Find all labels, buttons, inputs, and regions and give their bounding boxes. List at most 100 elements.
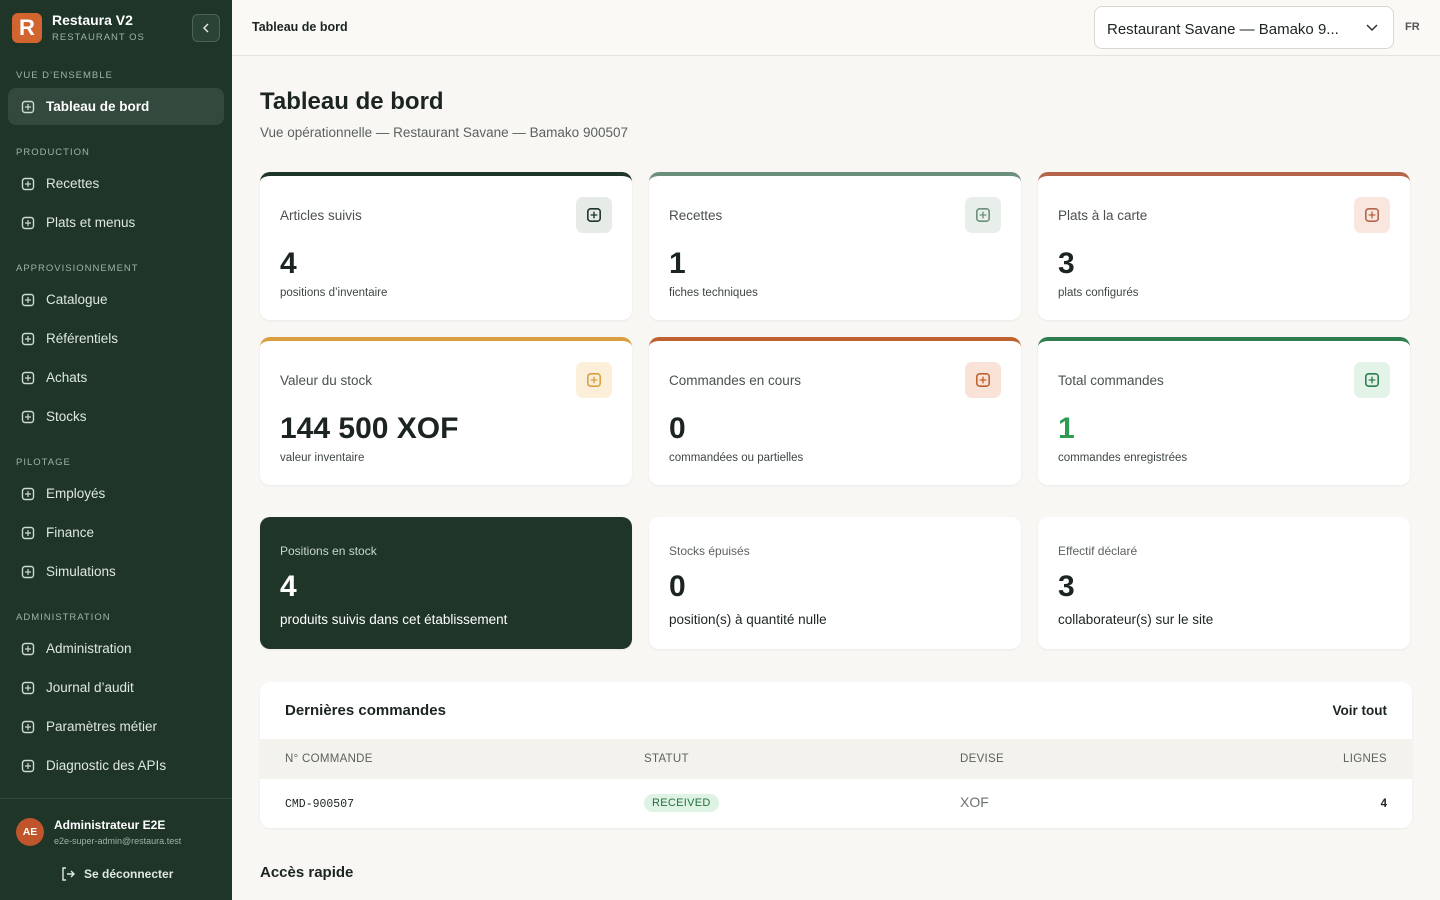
- kpi-label: Valeur du stock: [280, 373, 372, 388]
- kpi-caption: commandées ou partielles: [669, 452, 803, 464]
- kpi-label-text: Articles suivis: [280, 208, 362, 223]
- nav-item[interactable]: Simulations: [8, 553, 224, 590]
- column-header-text: N° COMMANDE: [285, 753, 373, 765]
- nav-item[interactable]: Plats et menus: [8, 204, 224, 241]
- page-title: Tableau de bord: [260, 88, 444, 115]
- kpi-card: Total commandes 1 commandes enregistrées: [1038, 337, 1410, 485]
- column-header: N° COMMANDE: [285, 753, 373, 765]
- kpi-icon: [965, 197, 1001, 233]
- kpi-value: 0: [669, 412, 686, 446]
- dropdown-icon: [1366, 24, 1378, 32]
- brand: R Restaura V2 RESTAURANT OS: [12, 12, 145, 43]
- kpi-label-text: Recettes: [669, 208, 723, 223]
- section-title: PILOTAGE: [8, 451, 224, 475]
- nav-item-text: Administration: [46, 641, 132, 656]
- nav-item[interactable]: Recettes: [8, 165, 224, 202]
- kpi-value-text: 0: [669, 412, 686, 445]
- icon: [587, 208, 601, 222]
- icon: [21, 293, 35, 306]
- kpi-icon: [1354, 197, 1390, 233]
- summary-caption: position(s) à quantité nulle: [669, 612, 827, 627]
- kpi-value-text: 1: [1058, 412, 1075, 445]
- nav-item[interactable]: Paramètres métier: [8, 708, 224, 745]
- nav-item-text: Finance: [46, 525, 95, 540]
- section-title-text: APPROVISIONNEMENT: [16, 263, 139, 274]
- orders-table: Dernières commandes Voir tout N° COMMAND…: [260, 682, 1412, 828]
- brand-name: Restaura V2 RESTAURANT OS: [52, 12, 145, 43]
- see-all-link[interactable]: Voir tout: [1332, 703, 1388, 718]
- summary-caption-text: position(s) à quantité nulle: [669, 612, 827, 627]
- nav-item[interactable]: Finance: [8, 514, 224, 551]
- app-subtitle: RESTAURANT OS: [52, 32, 145, 43]
- nav-item[interactable]: Administration: [8, 630, 224, 667]
- icon: [21, 410, 35, 423]
- kpi-caption: valeur inventaire: [280, 452, 364, 464]
- icon: [976, 208, 990, 222]
- icon: [21, 681, 35, 694]
- summary-value: 0: [669, 570, 686, 604]
- kpi-value: 3: [1058, 247, 1075, 281]
- kpi-caption-text: fiches techniques: [669, 287, 758, 299]
- nav-item-text: Simulations: [46, 564, 116, 579]
- user-name: Administrateur E2E: [54, 818, 166, 832]
- column-header: DEVISE: [960, 753, 1004, 765]
- section-title-text: PRODUCTION: [16, 147, 90, 158]
- icon: [21, 642, 35, 655]
- kpi-card: Valeur du stock 144 500 XOF valeur inventa…: [260, 337, 632, 485]
- nav-item[interactable]: Stocks: [8, 398, 224, 435]
- logout-button[interactable]: Se déconnecter: [60, 866, 173, 882]
- topbar: Tableau de bord Restaurant Savane — Bama…: [232, 0, 1440, 56]
- table-title: Dernières commandes: [285, 702, 446, 719]
- logo: R: [12, 12, 42, 43]
- sidebar: R Restaura V2 RESTAURANT OS VUE D’ENSEMB…: [0, 0, 232, 900]
- column-header-text: LIGNES: [1343, 753, 1387, 765]
- summary-caption: produits suivis dans cet établissement: [280, 612, 507, 627]
- section-title: VUE D’ENSEMBLE: [8, 64, 224, 88]
- summary-caption-text: collaborateur(s) sur le site: [1058, 612, 1214, 627]
- language-switch[interactable]: FR: [1405, 21, 1420, 33]
- kpi-label: Total commandes: [1058, 373, 1164, 388]
- nav-item[interactable]: Achats: [8, 359, 224, 396]
- nav-item[interactable]: Catalogue: [8, 281, 224, 318]
- content: Tableau de bord Vue opérationnelle — Res…: [260, 56, 1412, 881]
- kpi-label: Commandes en cours: [669, 373, 801, 388]
- nav-item-text: Achats: [46, 370, 88, 385]
- summary-caption: collaborateur(s) sur le site: [1058, 612, 1213, 627]
- nav-item[interactable]: Diagnostic des APIs: [8, 747, 224, 784]
- summary-value-text: 4: [280, 570, 297, 603]
- kpi-caption-text: commandées ou partielles: [669, 452, 804, 464]
- restaurant-select[interactable]: Restaurant Savane — Bamako 9...: [1094, 6, 1394, 49]
- column-header: LIGNES: [1343, 753, 1387, 765]
- nav-item[interactable]: Tableau de bord: [8, 88, 224, 125]
- currency: XOF: [960, 794, 989, 810]
- nav-item[interactable]: Employés: [8, 475, 224, 512]
- column-header: STATUT: [644, 753, 689, 765]
- icon: [21, 216, 35, 229]
- kpi-value: 144 500 XOF: [280, 412, 458, 446]
- summary-value: 3: [1058, 570, 1075, 604]
- summary-card: Stocks épuisés 0 position(s) à quantité nu…: [649, 517, 1021, 649]
- currency-text: XOF: [960, 794, 989, 810]
- kpi-icon: [965, 362, 1001, 398]
- nav-item[interactable]: Journal d’audit: [8, 669, 224, 706]
- navigation: VUE D’ENSEMBLE Tableau de bord PRODUCTION R…: [8, 64, 224, 786]
- line-count-text: 4: [1380, 798, 1387, 810]
- kpi-card: Plats à la carte 3 plats configurés: [1038, 172, 1410, 320]
- kpi-caption-text: positions d’inventaire: [280, 287, 388, 299]
- kpi-grid: Articles suivis 4 positions d’inventaire Re…: [260, 172, 1412, 485]
- icon: [21, 565, 35, 578]
- summary-value-text: 0: [669, 570, 686, 603]
- order-number-text: CMD-900507: [285, 798, 355, 811]
- kpi-label: Plats à la carte: [1058, 208, 1147, 223]
- kpi-value-text: 144 500 XOF: [280, 412, 459, 445]
- section-title: ADMINISTRATION: [8, 606, 224, 630]
- nav-item[interactable]: Référentiels: [8, 320, 224, 357]
- summary-label: Stocks épuisés: [669, 544, 750, 558]
- nav-item-text: Tableau de bord: [46, 99, 150, 114]
- kpi-caption: plats configurés: [1058, 287, 1139, 299]
- kpi-label: Recettes: [669, 208, 722, 223]
- section-title: APPROVISIONNEMENT: [8, 257, 224, 281]
- collapse-button[interactable]: [192, 14, 220, 42]
- nav-item-text: Employés: [46, 486, 106, 501]
- nav-item-text: Diagnostic des APIs: [46, 758, 167, 773]
